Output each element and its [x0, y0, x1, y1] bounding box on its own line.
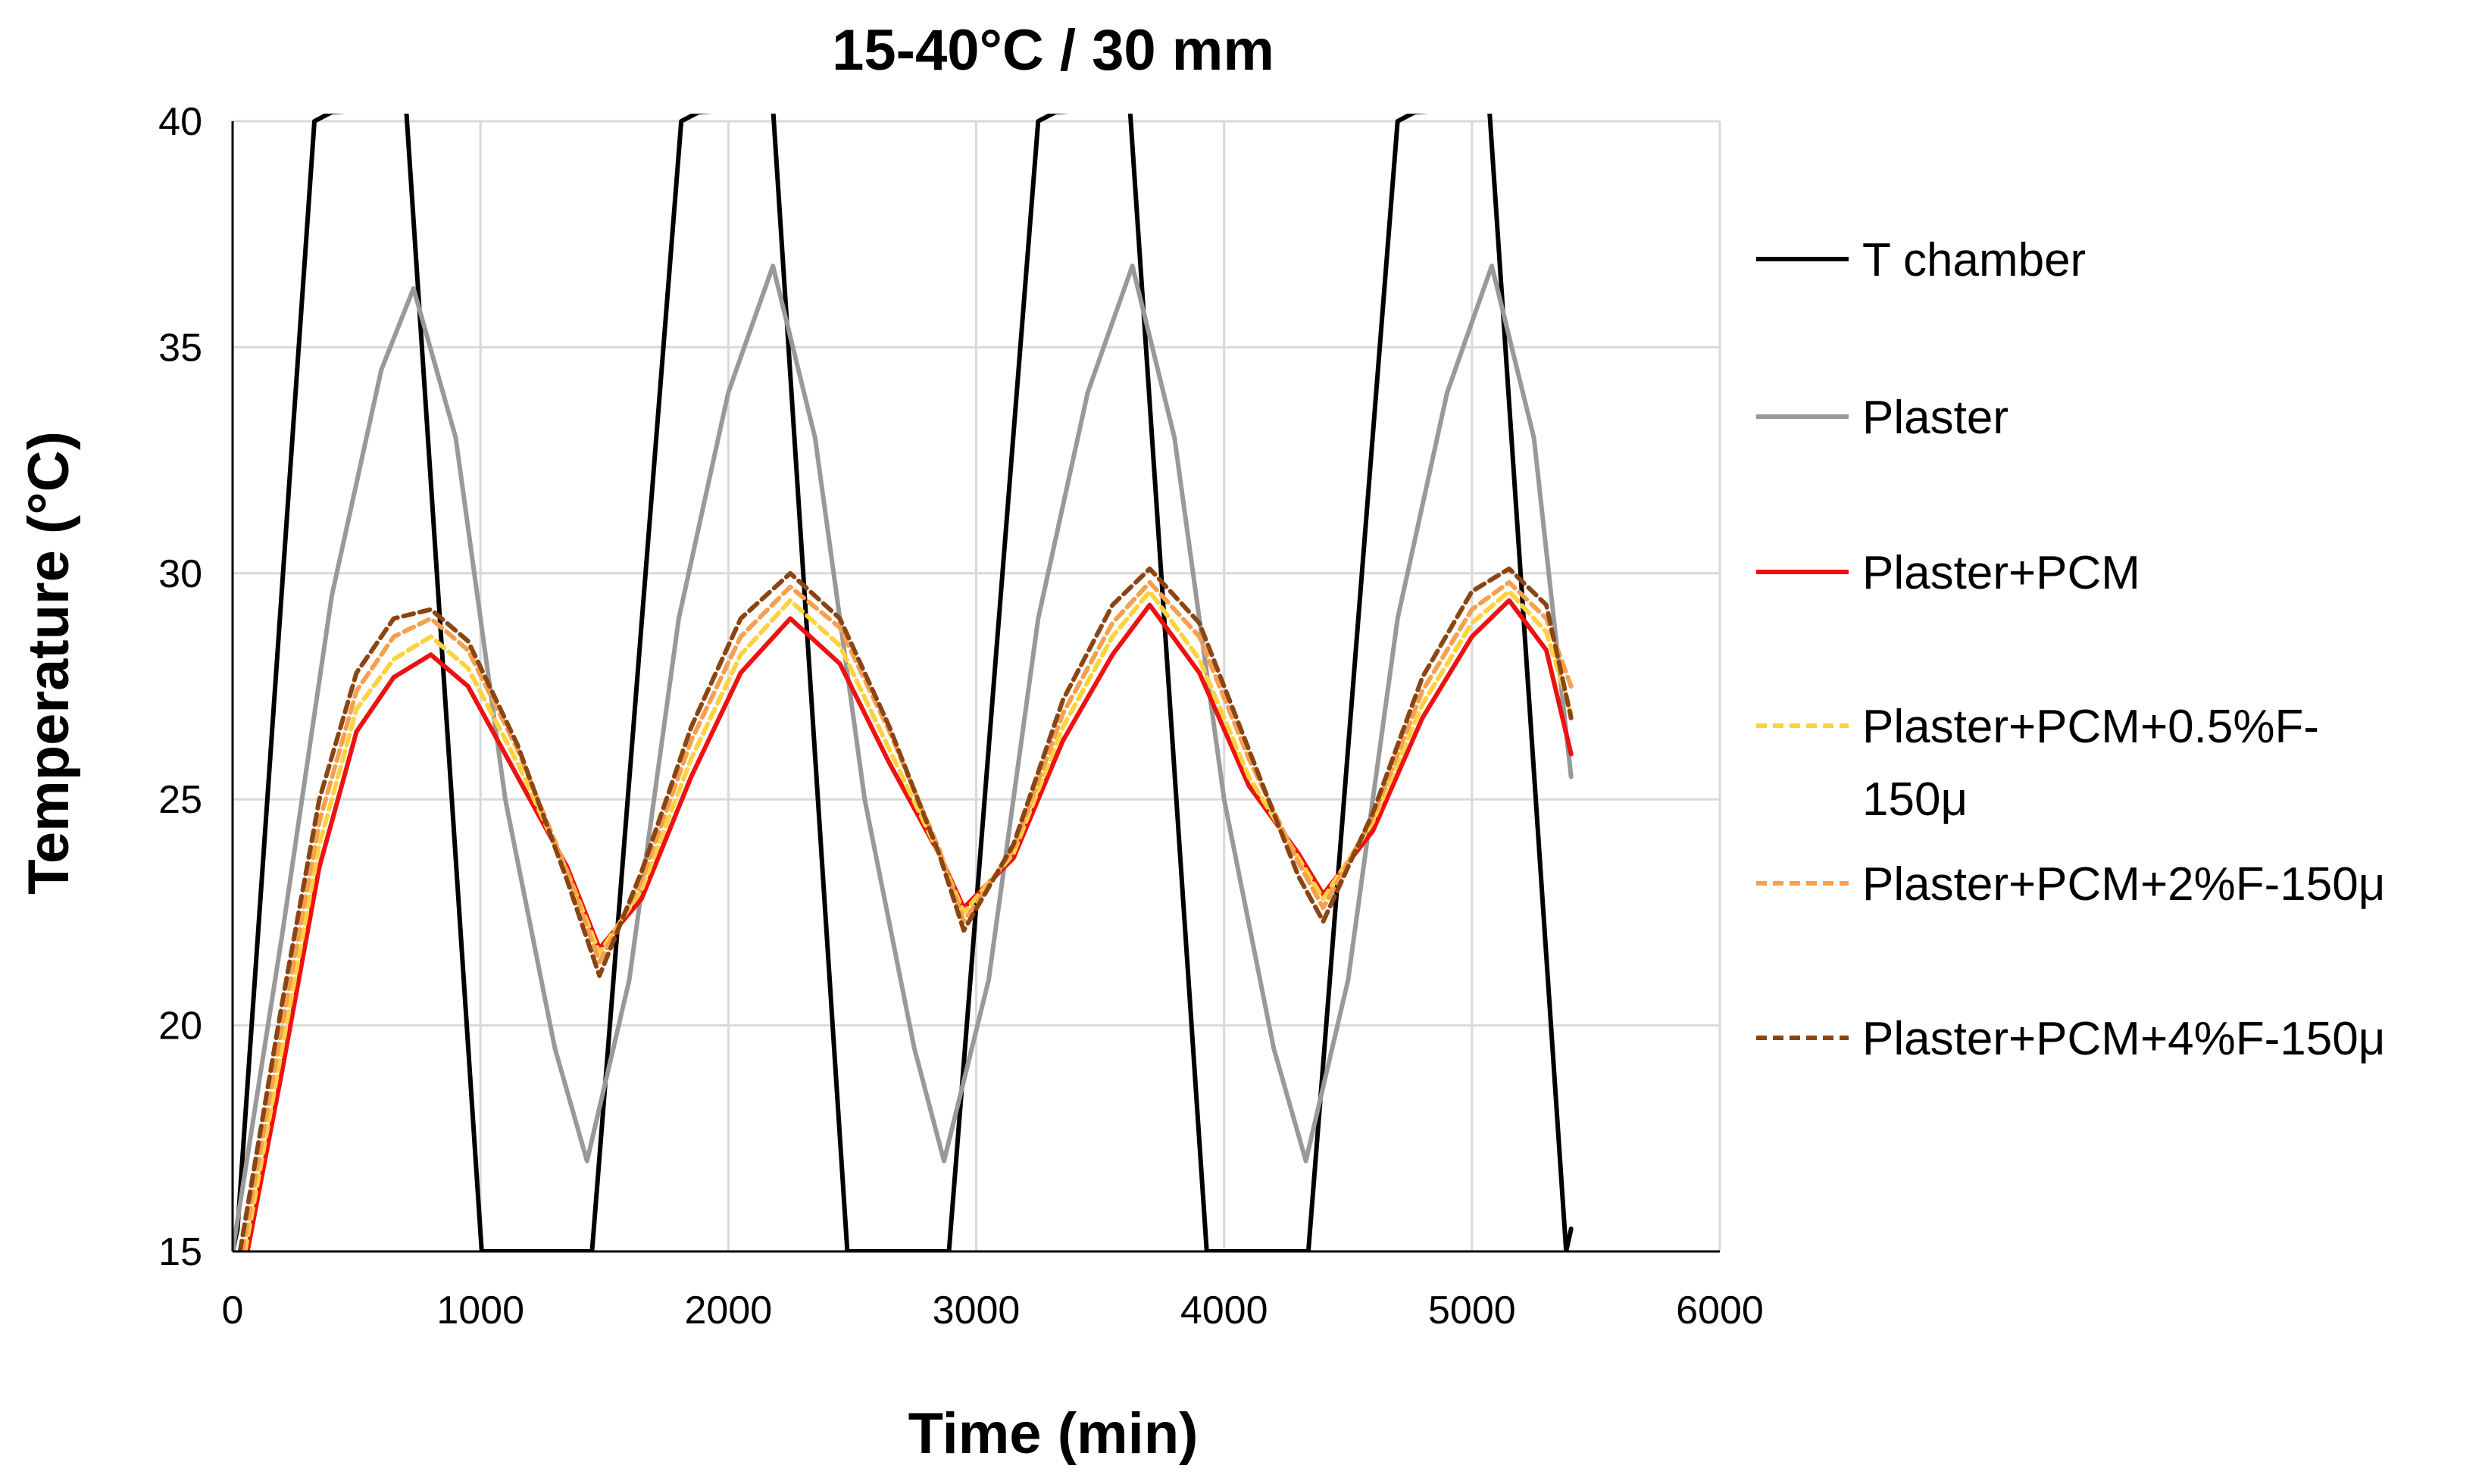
y-tick-label: 40 [158, 100, 202, 144]
series-line-plaster-pcm-4-f-150- [237, 566, 1574, 1251]
x-tick-label: 0 [222, 1289, 244, 1332]
x-axis-title: Time (min) [908, 1401, 1199, 1466]
series-line-t-chamber [233, 114, 1574, 1251]
x-tick-label: 3000 [933, 1289, 1021, 1332]
plot-area [233, 114, 1574, 1251]
y-tick-label: 25 [158, 778, 202, 822]
series-line-plaster-pcm [245, 598, 1574, 1251]
legend: T chamber Plaster Plaster+PCM Plaster+PCM+0… [1756, 234, 2385, 1065]
legend-label: Plaster [1862, 392, 2008, 444]
y-axis-title: Temperature (°C) [17, 431, 81, 895]
legend-label: Plaster+PCM+2%F-150μ [1862, 858, 2385, 911]
y-tick-label: 15 [158, 1230, 202, 1274]
series-line-plaster [233, 264, 1574, 1251]
x-tick-label: 6000 [1676, 1289, 1764, 1332]
chart-title: 15-40°C / 30 mm [832, 18, 1274, 83]
legend-label: Plaster+PCM+0.5%F- [1862, 701, 2319, 753]
x-tick-label: 1000 [436, 1289, 524, 1332]
legend-label: 150μ [1862, 773, 1968, 826]
series-line-plaster-pcm-2-f-150- [240, 580, 1574, 1251]
legend-label: T chamber [1862, 234, 2086, 286]
legend-label: Plaster+PCM [1862, 547, 2140, 599]
legend-label: Plaster+PCM+4%F-150μ [1862, 1013, 2385, 1065]
y-tick-label: 30 [158, 552, 202, 596]
grid [233, 120, 1721, 1251]
tick-labels: 0 1000 2000 3000 4000 5000 6000 15 20 25 30 35 40 [158, 100, 1764, 1332]
y-tick-label: 20 [158, 1004, 202, 1048]
x-tick-label: 4000 [1180, 1289, 1268, 1332]
x-tick-label: 2000 [684, 1289, 772, 1332]
x-tick-label: 5000 [1428, 1289, 1516, 1332]
y-tick-label: 35 [158, 326, 202, 370]
axes [231, 121, 1720, 1253]
